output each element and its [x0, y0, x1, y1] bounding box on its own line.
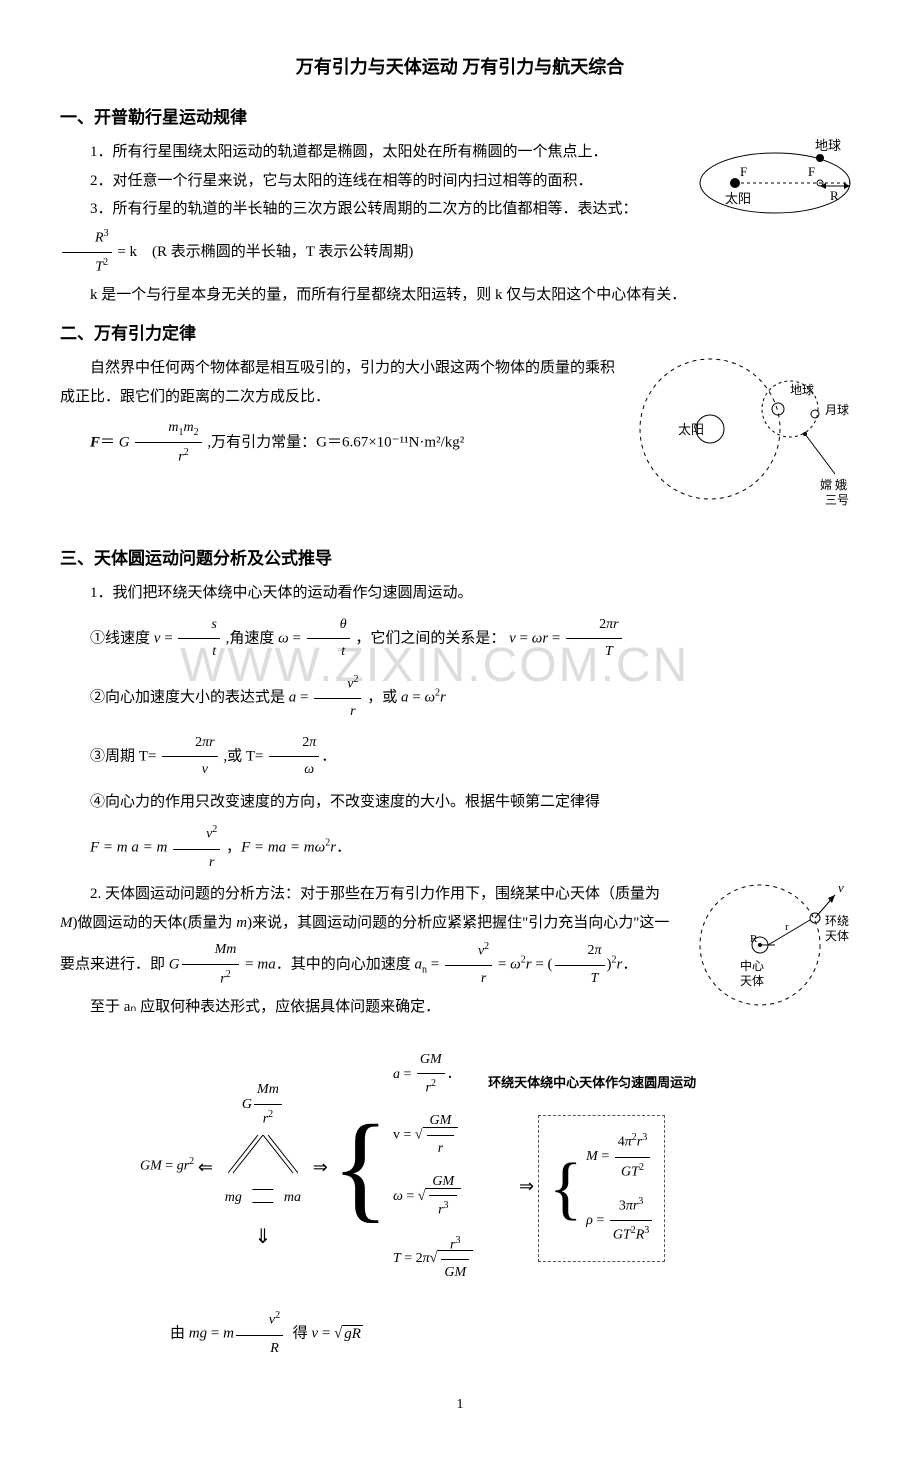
svg-text:r: r [785, 921, 789, 933]
s3-line2: ②向心加速度大小的表达式是 a = v2r ，或 a = ω2r [60, 670, 860, 726]
svg-text:地球: 地球 [790, 383, 814, 397]
section1-heading: 一、开普勒行星运动规律 [60, 102, 860, 134]
figure-orbits: 太阳 地球 月球 嫦 娥 三号 [630, 354, 860, 535]
svg-text:R: R [750, 933, 758, 945]
derivation-diagram: GM = gr2 ⇐ GMmr2 mg ma ⇓ ⇒ { a = GMr2． v… [140, 1041, 860, 1293]
svg-text:R: R [830, 188, 839, 203]
s1-p4: k 是一个与行星本身无关的量，而所有行星都绕太阳运转，则 k 仅与太阳这个中心体… [60, 281, 860, 310]
svg-text:v: v [838, 880, 844, 895]
svg-text:中心: 中心 [740, 958, 764, 973]
s3-line3: ③周期 T= 2πrv ,或 T= 2πω． [60, 730, 860, 784]
page-title: 万有引力与天体运动 万有引力与航天综合 [60, 50, 860, 84]
s3-line4: ④向心力的作用只改变速度的方向，不改变速度的大小。根据牛顿第二定律得 [60, 788, 860, 817]
svg-text:月球: 月球 [825, 403, 849, 417]
section3-heading: 三、天体圆运动问题分析及公式推导 [60, 543, 860, 575]
svg-text:F: F [740, 164, 747, 179]
page-number: 1 [60, 1392, 860, 1419]
svg-text:太阳: 太阳 [678, 422, 704, 437]
svg-text:天体: 天体 [740, 974, 764, 988]
figure-central-body: 中心 天体 v 环绕 天体 R r [680, 870, 860, 1031]
svg-text:F: F [808, 164, 815, 179]
svg-text:嫦 娥: 嫦 娥 [820, 477, 847, 492]
s3-line1: ①线速度 v = st ,角速度 ω = θt ，它们之间的关系是： v = ω… [60, 612, 860, 666]
s3-bottom: 由 mg = mv2R 得 v = √gR [140, 1306, 860, 1362]
svg-text:地球: 地球 [815, 138, 841, 153]
svg-text:三号: 三号 [825, 493, 849, 507]
s3-p1: 1．我们把环绕天体绕中心天体的运动看作匀速圆周运动。 [60, 579, 860, 608]
svg-text:太阳: 太阳 [725, 191, 751, 206]
svg-text:环绕: 环绕 [825, 914, 849, 928]
figure-ellipse: F F 太阳 地球 R [690, 138, 860, 229]
s3-newton: F = m a = m v2r ，F = ma = mω2r． [60, 820, 860, 876]
page-content: 万有引力与天体运动 万有引力与航天综合 一、开普勒行星运动规律 F F 太阳 地… [60, 50, 860, 1419]
svg-text:天体: 天体 [825, 929, 849, 943]
section2-heading: 二、万有引力定律 [60, 318, 860, 350]
